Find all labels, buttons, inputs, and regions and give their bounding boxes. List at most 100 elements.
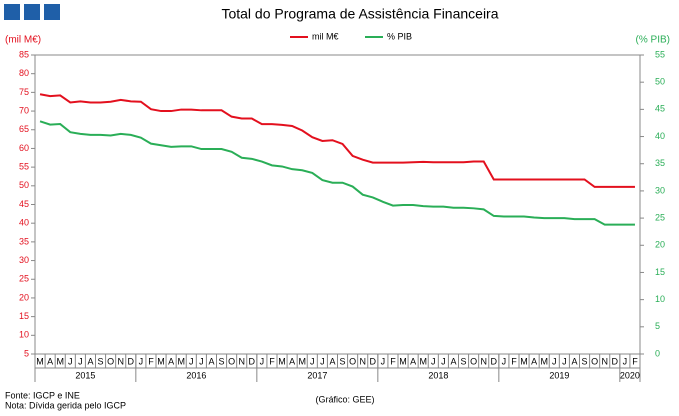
x-tick-label: N: [117, 356, 124, 366]
year-label: 2017: [307, 370, 327, 380]
x-tick-label: S: [461, 356, 467, 366]
x-tick-label: J: [502, 356, 507, 366]
x-tick-label: F: [148, 356, 154, 366]
y2-tick-label: 5: [655, 321, 660, 331]
x-tick-label: M: [56, 356, 64, 366]
x-tick-label: M: [298, 356, 306, 366]
x-tick-label: J: [431, 356, 436, 366]
year-label: 2018: [428, 370, 448, 380]
logo-square: [4, 4, 20, 20]
year-label: 2019: [549, 370, 569, 380]
y-tick-label: 25: [19, 274, 29, 284]
y-axis-label: (mil M€): [5, 35, 41, 46]
x-tick-label: O: [228, 356, 235, 366]
logo-square: [44, 4, 60, 20]
x-tick-label: J: [310, 356, 315, 366]
x-tick-label: J: [78, 356, 83, 366]
x-tick-label: F: [390, 356, 396, 366]
x-tick-label: J: [320, 356, 325, 366]
y-tick-label: 40: [19, 218, 29, 228]
y2-axis-label: (% PIB): [636, 35, 670, 46]
y2-tick-label: 40: [655, 131, 665, 141]
x-tick-label: N: [601, 356, 608, 366]
x-tick-label: A: [87, 356, 93, 366]
series-line: [39, 120, 635, 226]
x-tick-label: N: [480, 356, 487, 366]
y2-tick-label: 15: [655, 267, 665, 277]
x-tick-label: A: [47, 356, 53, 366]
x-tick-label: M: [419, 356, 427, 366]
y2-tick-label: 25: [655, 212, 665, 222]
x-tick-label: A: [289, 356, 295, 366]
x-tick-label: J: [189, 356, 194, 366]
x-tick-label: A: [168, 356, 174, 366]
x-tick-label: S: [219, 356, 225, 366]
x-tick-label: F: [632, 356, 638, 366]
y-tick-label: 35: [19, 236, 29, 246]
x-tick-label: A: [208, 356, 214, 366]
x-tick-label: S: [98, 356, 104, 366]
x-tick-label: D: [249, 356, 256, 366]
legend-label: % PIB: [387, 31, 412, 41]
x-tick-label: M: [540, 356, 548, 366]
x-tick-label: J: [260, 356, 265, 366]
x-tick-label: A: [531, 356, 537, 366]
y2-tick-label: 10: [655, 294, 665, 304]
x-tick-label: N: [359, 356, 366, 366]
y2-tick-label: 30: [655, 185, 665, 195]
y2-tick-label: 35: [655, 158, 665, 168]
year-label: 2015: [75, 370, 95, 380]
credit: (Gráfico: GEE): [315, 394, 374, 404]
y-tick-label: 80: [19, 68, 29, 78]
year-label: 2016: [186, 370, 206, 380]
y-tick-label: 60: [19, 143, 29, 153]
x-tick-label: D: [612, 356, 619, 366]
y-tick-label: 45: [19, 199, 29, 209]
x-tick-label: J: [381, 356, 386, 366]
y-tick-label: 30: [19, 255, 29, 265]
y-tick-label: 65: [19, 124, 29, 134]
x-tick-label: J: [623, 356, 628, 366]
x-tick-label: J: [552, 356, 557, 366]
x-tick-label: M: [278, 356, 286, 366]
x-tick-label: A: [450, 356, 456, 366]
y2-tick-label: 20: [655, 240, 665, 250]
series-line: [39, 93, 635, 188]
x-tick-label: D: [128, 356, 135, 366]
y-tick-label: 55: [19, 162, 29, 172]
y-tick-label: 85: [19, 49, 29, 59]
x-tick-label: O: [349, 356, 356, 366]
x-tick-label: M: [157, 356, 165, 366]
x-tick-label: M: [399, 356, 407, 366]
y-tick-label: 5: [24, 348, 29, 358]
legend-label: mil M€: [312, 31, 339, 41]
y-tick-label: 20: [19, 292, 29, 302]
y2-tick-label: 45: [655, 104, 665, 114]
x-tick-label: M: [520, 356, 528, 366]
y-tick-label: 70: [19, 105, 29, 115]
x-tick-label: N: [238, 356, 245, 366]
y-tick-label: 50: [19, 180, 29, 190]
x-tick-label: F: [511, 356, 517, 366]
x-tick-label: J: [199, 356, 204, 366]
y-tick-label: 10: [19, 330, 29, 340]
chart-title: Total do Programa de Assistência Finance…: [221, 6, 498, 22]
x-tick-label: A: [571, 356, 577, 366]
note: Nota: Dívida gerida pelo IGCP: [5, 400, 126, 410]
logo-square: [24, 4, 40, 20]
y-tick-label: 75: [19, 87, 29, 97]
y2-tick-label: 55: [655, 49, 665, 59]
y-tick-label: 15: [19, 311, 29, 321]
x-tick-label: M: [36, 356, 44, 366]
note: Fonte: IGCP e INE: [5, 390, 80, 400]
x-tick-label: J: [441, 356, 446, 366]
y2-tick-label: 0: [655, 348, 660, 358]
x-tick-label: A: [329, 356, 335, 366]
x-tick-label: O: [107, 356, 114, 366]
x-tick-label: F: [269, 356, 275, 366]
x-tick-label: M: [177, 356, 185, 366]
x-tick-label: O: [470, 356, 477, 366]
x-tick-label: S: [340, 356, 346, 366]
x-tick-label: J: [68, 356, 73, 366]
